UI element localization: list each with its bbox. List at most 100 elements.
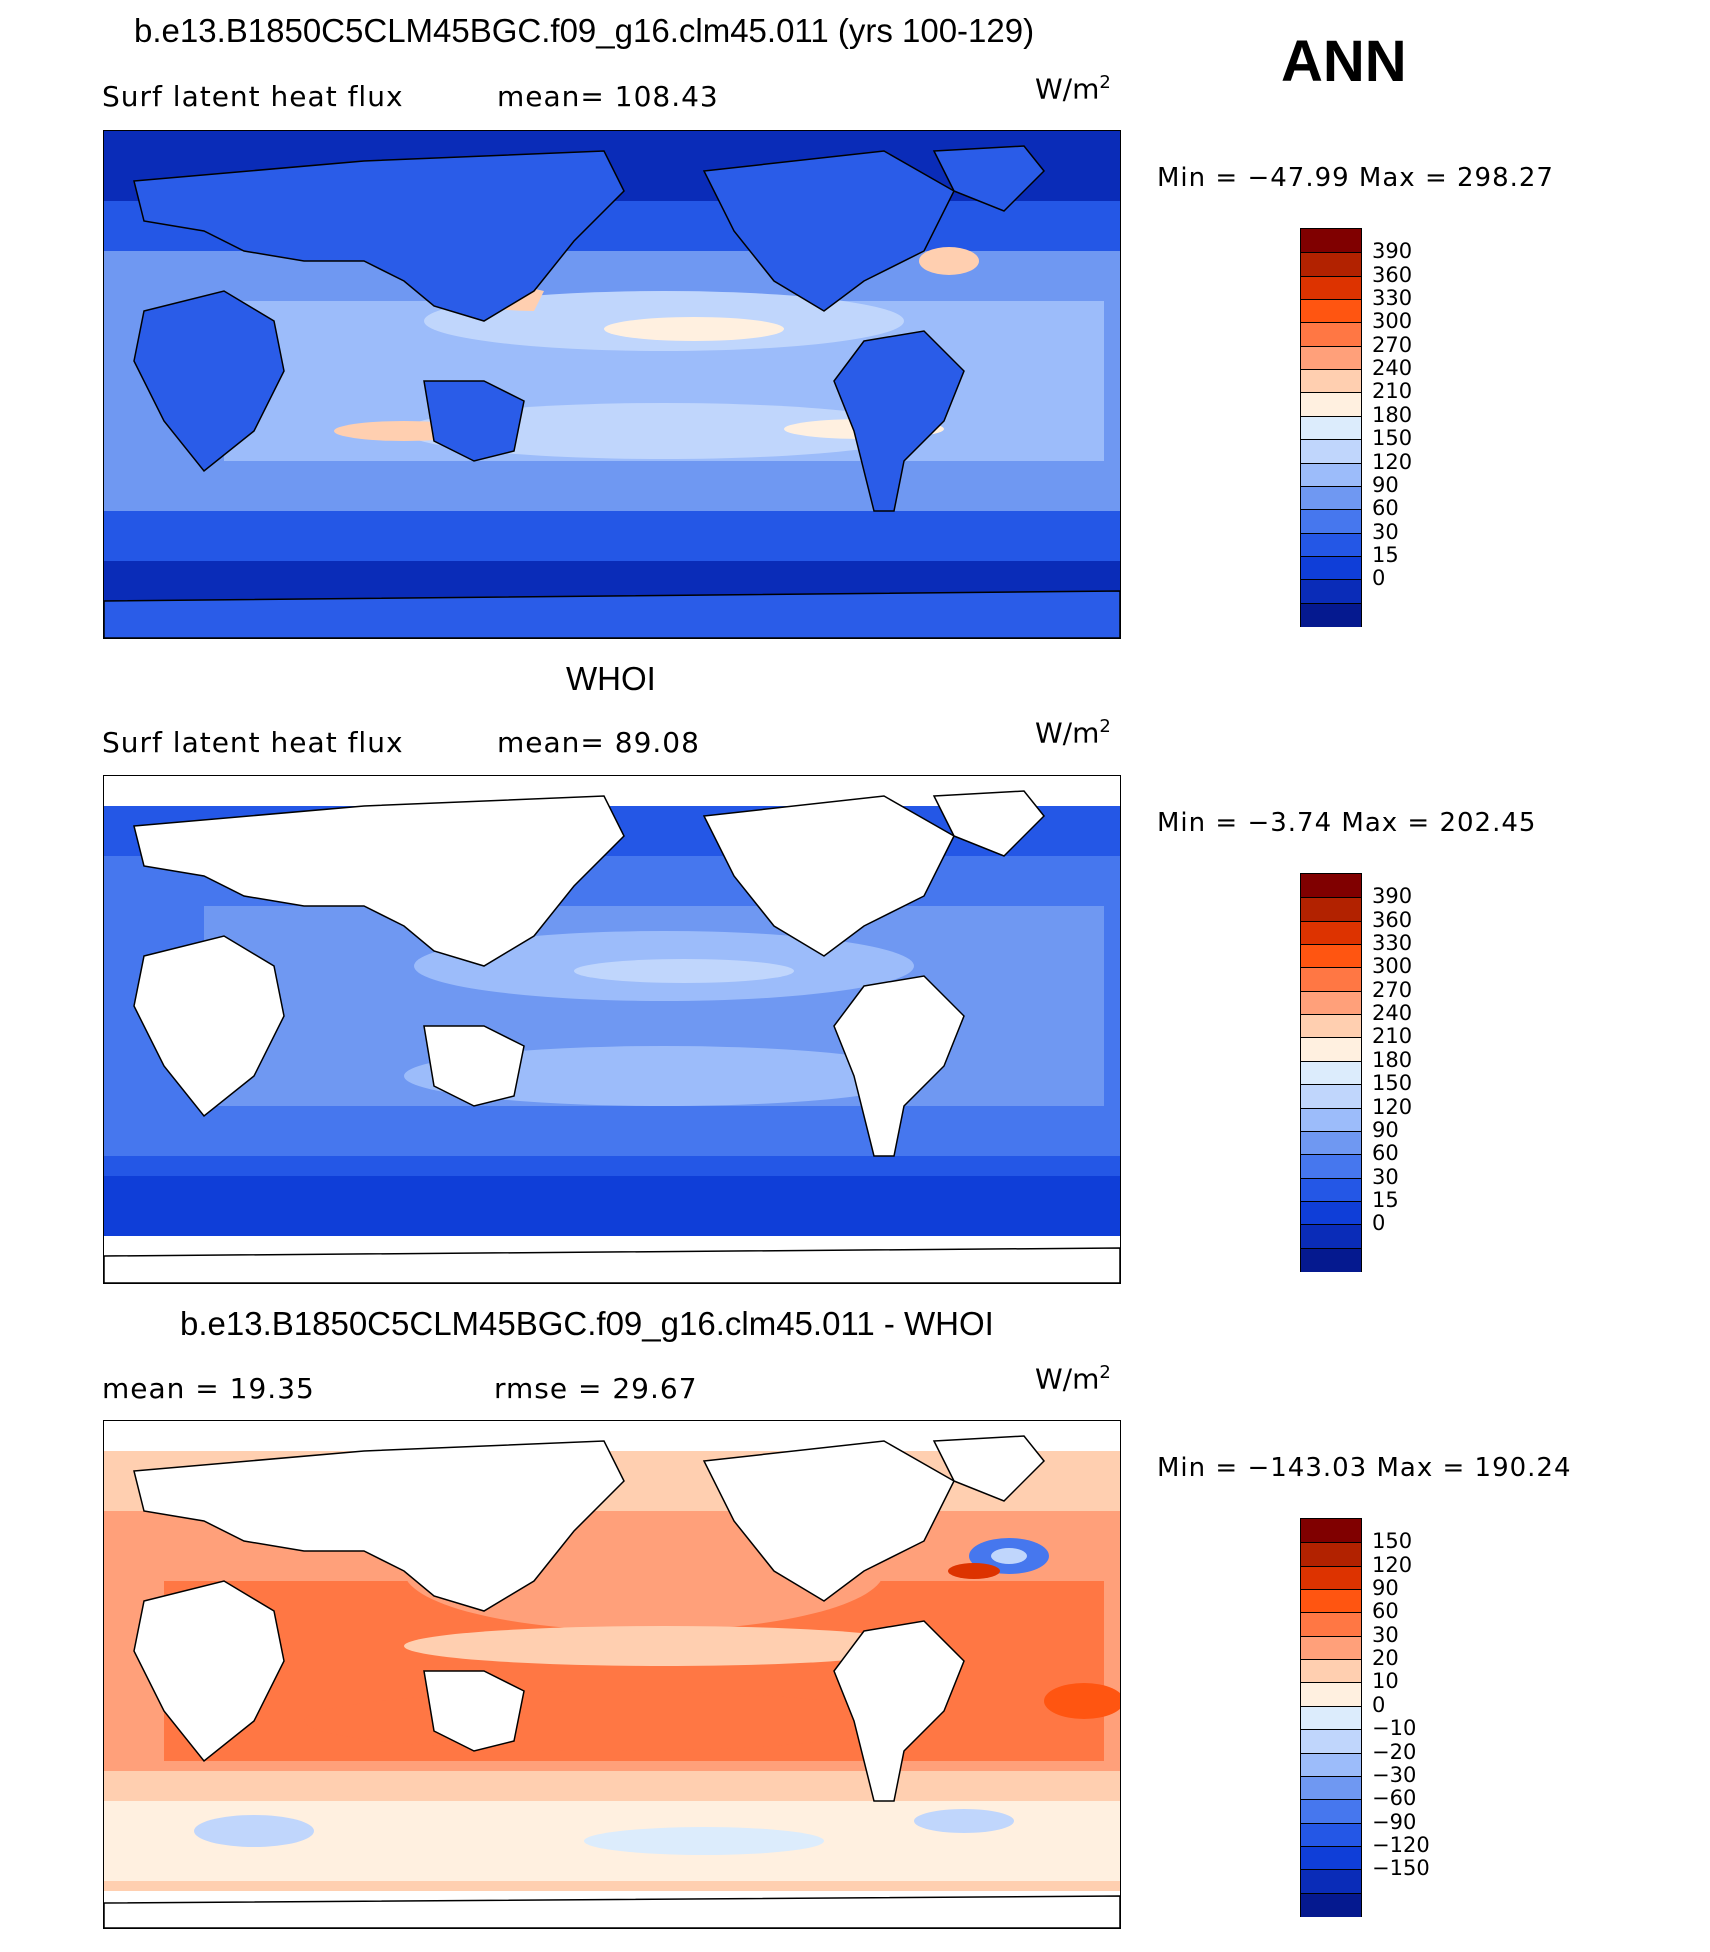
colorbar-swatch: [1301, 415, 1361, 441]
colorbar-swatch: [1301, 1659, 1361, 1684]
panel-obs-units: W/m2: [1035, 716, 1111, 750]
colorbar-tick-label: −20: [1372, 1739, 1417, 1764]
colorbar-swatch: [1301, 345, 1361, 371]
colorbar-tick-label: 150: [1372, 426, 1413, 451]
colorbar-swatch: [1301, 1200, 1361, 1226]
colorbar-swatch: [1301, 322, 1361, 347]
colorbar-tick-label: −120: [1372, 1832, 1430, 1857]
colorbar-swatch: [1301, 229, 1361, 253]
panel-diff-colorbar: [1300, 1518, 1362, 1917]
colorbar-tick-label: −90: [1372, 1809, 1417, 1834]
colorbar-tick-label: 120: [1372, 449, 1413, 474]
colorbar-swatch: [1301, 1799, 1361, 1824]
colorbar-tick-label: 60: [1372, 496, 1399, 521]
colorbar-tick-label: −10: [1372, 1716, 1417, 1741]
colorbar-swatch: [1301, 1682, 1361, 1707]
colorbar-swatch: [1301, 299, 1361, 324]
colorbar-swatch: [1301, 392, 1361, 417]
colorbar-swatch: [1301, 1177, 1361, 1202]
colorbar-swatch: [1301, 1084, 1361, 1109]
panel-diff-minmax: Min = −143.03 Max = 190.24: [1157, 1453, 1572, 1483]
colorbar-tick-label: 360: [1372, 262, 1413, 287]
colorbar-swatch: [1301, 1845, 1361, 1871]
panel-obs-minmax: Min = −3.74 Max = 202.45: [1157, 808, 1537, 838]
colorbar-tick-label: 90: [1372, 1576, 1399, 1601]
panel-model-map: [103, 130, 1121, 639]
colorbar-swatch: [1301, 1775, 1361, 1801]
colorbar-swatch: [1301, 1542, 1361, 1567]
colorbar-swatch: [1301, 602, 1361, 627]
colorbar-swatch: [1301, 1869, 1361, 1894]
colorbar-tick-label: 20: [1372, 1646, 1399, 1671]
colorbar-tick-label: 30: [1372, 519, 1399, 544]
panel-obs-mean-label: mean= 89.08: [497, 726, 700, 759]
panel-diff-mean-label: mean = 19.35: [102, 1372, 315, 1405]
colorbar-swatch: [1301, 462, 1361, 487]
colorbar-tick-label: 360: [1372, 907, 1413, 932]
colorbar-swatch: [1301, 1565, 1361, 1591]
colorbar-swatch: [1301, 1635, 1361, 1661]
colorbar-swatch: [1301, 1519, 1361, 1543]
colorbar-swatch: [1301, 579, 1361, 604]
colorbar-swatch: [1301, 1705, 1361, 1731]
colorbar-tick-label: 180: [1372, 1047, 1413, 1072]
colorbar-tick-label: 240: [1372, 1001, 1413, 1026]
colorbar-swatch: [1301, 990, 1361, 1016]
colorbar-tick-label: 90: [1372, 472, 1399, 497]
colorbar-tick-label: 210: [1372, 379, 1413, 404]
colorbar-tick-label: 90: [1372, 1117, 1399, 1142]
colorbar-swatch: [1301, 485, 1361, 511]
colorbar-tick-label: 300: [1372, 954, 1413, 979]
panel-obs-variable-label: Surf latent heat flux: [102, 726, 404, 759]
colorbar-swatch: [1301, 967, 1361, 992]
panel-obs-map: [103, 775, 1121, 1284]
colorbar-swatch: [1301, 1224, 1361, 1249]
colorbar-swatch: [1301, 874, 1361, 898]
panel-model-variable-label: Surf latent heat flux: [102, 80, 404, 113]
colorbar-tick-label: −60: [1372, 1786, 1417, 1811]
colorbar-tick-label: 240: [1372, 356, 1413, 381]
colorbar-swatch: [1301, 555, 1361, 581]
panel-obs-colorbar: [1300, 873, 1362, 1272]
panel-model-units: W/m2: [1035, 72, 1111, 106]
panel-diff-map: [103, 1420, 1121, 1929]
panel-model-minmax: Min = −47.99 Max = 298.27: [1157, 163, 1554, 193]
colorbar-tick-label: 30: [1372, 1164, 1399, 1189]
colorbar-swatch: [1301, 897, 1361, 922]
panel-diff-rmse-label: rmse = 29.67: [494, 1372, 698, 1405]
colorbar-tick-label: 15: [1372, 1187, 1399, 1212]
panel-model-map-svg: [104, 131, 1120, 638]
colorbar-swatch: [1301, 1589, 1361, 1614]
colorbar-tick-label: 0: [1372, 1211, 1386, 1236]
colorbar-tick-label: 120: [1372, 1552, 1413, 1577]
colorbar-swatch: [1301, 252, 1361, 277]
colorbar-swatch: [1301, 920, 1361, 946]
colorbar-tick-label: 390: [1372, 884, 1413, 909]
panel-model-mean-label: mean= 108.43: [497, 80, 719, 113]
colorbar-tick-label: 120: [1372, 1094, 1413, 1119]
panel-diff-map-svg: [104, 1421, 1120, 1928]
colorbar-swatch: [1301, 1247, 1361, 1272]
colorbar-tick-label: 390: [1372, 239, 1413, 264]
colorbar-swatch: [1301, 1892, 1361, 1917]
colorbar-swatch: [1301, 1752, 1361, 1777]
colorbar-tick-label: 0: [1372, 566, 1386, 591]
colorbar-swatch: [1301, 1107, 1361, 1132]
colorbar-tick-label: 150: [1372, 1071, 1413, 1096]
colorbar-swatch: [1301, 275, 1361, 301]
colorbar-tick-label: 330: [1372, 931, 1413, 956]
panel-obs-map-svg: [104, 776, 1120, 1283]
panel-obs-title: WHOI: [566, 660, 656, 697]
colorbar-swatch: [1301, 509, 1361, 534]
colorbar-swatch: [1301, 1154, 1361, 1179]
colorbar-swatch: [1301, 1014, 1361, 1039]
colorbar-swatch: [1301, 532, 1361, 557]
colorbar-swatch: [1301, 1822, 1361, 1847]
colorbar-tick-label: 0: [1372, 1692, 1386, 1717]
colorbar-swatch: [1301, 1612, 1361, 1637]
colorbar-tick-label: 180: [1372, 402, 1413, 427]
colorbar-tick-label: 270: [1372, 977, 1413, 1002]
colorbar-tick-label: 15: [1372, 542, 1399, 567]
colorbar-swatch: [1301, 1130, 1361, 1156]
colorbar-swatch: [1301, 1037, 1361, 1062]
